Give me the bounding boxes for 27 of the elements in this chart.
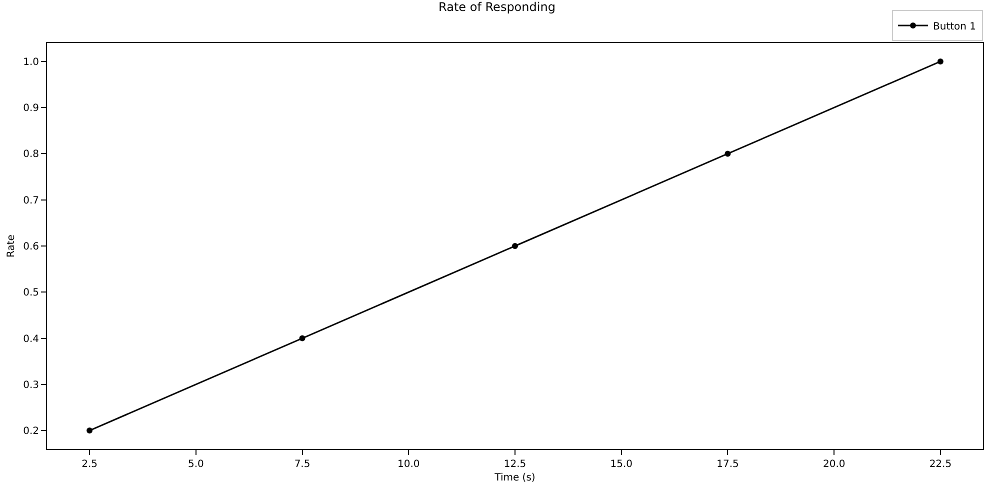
y-axis-title: Rate: [6, 234, 18, 258]
x-tick-label: 2.5: [82, 459, 98, 470]
x-axis-title: Time (s): [494, 472, 536, 484]
x-tick-label: 22.5: [929, 459, 952, 470]
chart-title: Rate of Responding: [438, 0, 556, 14]
legend-label: Button 1: [933, 21, 976, 32]
y-tick-label: 1.0: [23, 56, 39, 68]
x-tick-label: 17.5: [716, 459, 739, 470]
point: [512, 243, 518, 249]
x-tick-label: 10.0: [398, 459, 420, 470]
y-tick-label: 0.7: [23, 195, 39, 206]
point: [724, 150, 731, 157]
y-tick-label: 0.4: [23, 334, 39, 345]
x-tick-label: 20.0: [822, 459, 846, 470]
x-tick-label: 7.5: [294, 459, 310, 470]
y-tick-label: 0.8: [23, 149, 39, 160]
x-tick-label: 5.0: [188, 459, 204, 470]
point: [86, 428, 93, 434]
point: [937, 58, 944, 64]
y-tick-label: 0.3: [23, 380, 39, 391]
y-tick-label: 0.9: [23, 103, 39, 114]
x-tick-label: 12.5: [504, 459, 526, 470]
y-tick-label: 0.6: [23, 242, 39, 252]
point: [299, 335, 306, 342]
y-tick-label: 0.5: [23, 288, 39, 299]
x-tick-label: 15.0: [610, 459, 632, 470]
y-tick-label: 0.2: [23, 426, 39, 438]
